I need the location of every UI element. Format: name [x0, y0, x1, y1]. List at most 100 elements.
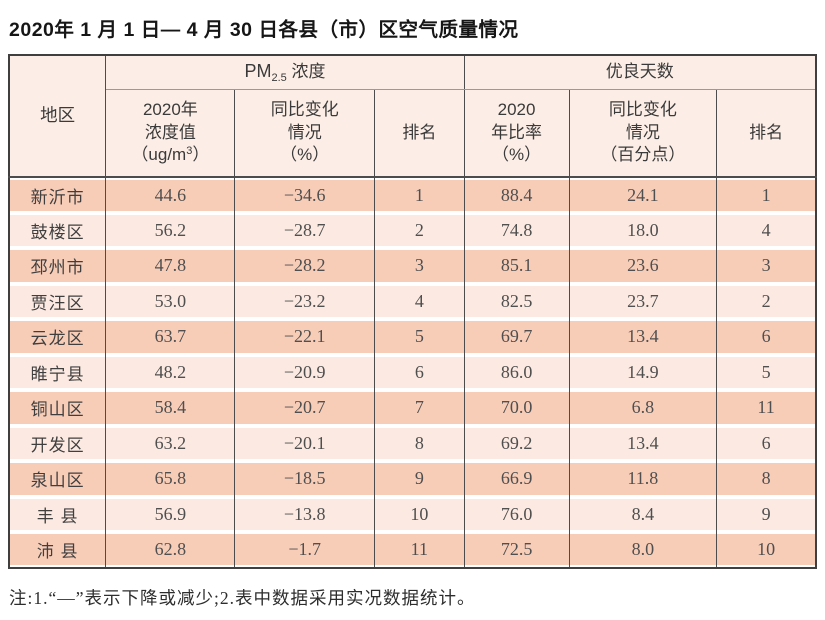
- value-cell: 9: [374, 461, 465, 497]
- table-row: 贾汪区 53.0 −23.2 4 82.5 23.7 2: [8, 283, 817, 319]
- region-cell: 新沂市: [8, 177, 107, 213]
- value-cell: 24.1: [568, 177, 718, 213]
- table-row: 云龙区 63.7 −22.1 5 69.7 13.4 6: [8, 319, 817, 355]
- value-cell: −20.9: [234, 354, 376, 390]
- value-cell: −22.1: [234, 319, 376, 355]
- region-cell: 邳州市: [8, 248, 107, 284]
- footnote: 注:1.“—”表示下降或减少;2.表中数据采用实况数据统计。: [9, 587, 476, 608]
- value-cell: −28.2: [234, 248, 376, 284]
- value-cell: 6: [374, 354, 465, 390]
- region-cell: 云龙区: [8, 319, 107, 355]
- value-cell: 6.8: [568, 390, 718, 426]
- value-cell: −13.8: [234, 496, 376, 532]
- table-row: 铜山区 58.4 −20.7 7 70.0 6.8 11: [8, 390, 817, 426]
- value-cell: 88.4: [463, 177, 570, 213]
- value-cell: 13.4: [568, 319, 718, 355]
- concentration-line3b: ）: [192, 145, 210, 165]
- change-pts-line3: （百分点）: [600, 145, 686, 165]
- value-cell: 6: [716, 425, 817, 461]
- table-row: 邳州市 47.8 −28.2 3 85.1 23.6 3: [8, 248, 817, 284]
- value-cell: 62.8: [105, 532, 236, 568]
- region-cell: 泉山区: [8, 461, 107, 497]
- value-cell: 7: [374, 390, 465, 426]
- value-cell: 5: [716, 354, 817, 390]
- table-body: 新沂市 44.6 −34.6 1 88.4 24.1 1 鼓楼区 56.2 −28.7 2 74.8 1…: [8, 177, 817, 568]
- value-cell: 13.4: [568, 425, 718, 461]
- column-header-rank-days: 排名: [716, 89, 817, 178]
- value-cell: 48.2: [105, 354, 236, 390]
- value-cell: −34.6: [234, 177, 376, 213]
- value-cell: 23.6: [568, 248, 718, 284]
- value-cell: 10: [374, 496, 465, 532]
- value-cell: 53.0: [105, 283, 236, 319]
- region-cell: 沛 县: [8, 532, 107, 568]
- concentration-line2: 浓度值: [144, 122, 196, 142]
- column-header-concentration: 2020年 浓度值 （ug/m3）: [105, 89, 236, 178]
- ratio-line2: 年比率: [491, 122, 543, 142]
- value-cell: 1: [374, 177, 465, 213]
- pm25-label-rest: 浓度: [286, 61, 326, 81]
- concentration-line3a: （ug/m: [131, 145, 187, 165]
- concentration-line1: 2020年: [142, 100, 198, 120]
- value-cell: 44.6: [105, 177, 236, 213]
- column-header-rank-pm: 排名: [374, 89, 465, 178]
- value-cell: 66.9: [463, 461, 570, 497]
- value-cell: 47.8: [105, 248, 236, 284]
- column-group-pm25: PM2.5 浓度: [105, 55, 465, 90]
- value-cell: 5: [374, 319, 465, 355]
- value-cell: 3: [716, 248, 817, 284]
- region-cell: 睢宁县: [8, 354, 107, 390]
- value-cell: 74.8: [463, 212, 570, 248]
- region-cell: 贾汪区: [8, 283, 107, 319]
- value-cell: 58.4: [105, 390, 236, 426]
- value-cell: 10: [716, 532, 817, 568]
- value-cell: 69.7: [463, 319, 570, 355]
- value-cell: 4: [374, 283, 465, 319]
- value-cell: 9: [716, 496, 817, 532]
- pm25-label-subscript: 2.5: [271, 71, 287, 84]
- table-row: 沛 县 62.8 −1.7 11 72.5 8.0 10: [8, 532, 817, 568]
- value-cell: 69.2: [463, 425, 570, 461]
- header-row-groups: 地区 PM2.5 浓度 优良天数: [8, 55, 817, 178]
- region-cell: 丰 县: [8, 496, 107, 532]
- ratio-line1: 2020: [497, 100, 536, 120]
- concentration-superscript: 3: [186, 145, 193, 158]
- table-row: 开发区 63.2 −20.1 8 69.2 13.4 6: [8, 425, 817, 461]
- value-cell: 76.0: [463, 496, 570, 532]
- value-cell: 8: [374, 425, 465, 461]
- change-pct-line3: （%）: [280, 145, 330, 165]
- column-group-good-days: 优良天数: [463, 55, 817, 90]
- value-cell: 14.9: [568, 354, 718, 390]
- value-cell: 11: [716, 390, 817, 426]
- pm25-label-main: PM: [244, 60, 272, 81]
- value-cell: 2: [716, 283, 817, 319]
- value-cell: 85.1: [463, 248, 570, 284]
- table-row: 睢宁县 48.2 −20.9 6 86.0 14.9 5: [8, 354, 817, 390]
- air-quality-table: 地区 PM2.5 浓度 优良天数 2020年 浓度值 （ug/m3） 同比变化 …: [8, 54, 817, 569]
- value-cell: −23.2: [234, 283, 376, 319]
- value-cell: 63.7: [105, 319, 236, 355]
- value-cell: 56.9: [105, 496, 236, 532]
- change-pct-line2: 情况: [287, 122, 322, 142]
- value-cell: 65.8: [105, 461, 236, 497]
- column-header-change-pts: 同比变化 情况 （百分点）: [568, 89, 718, 178]
- region-cell: 鼓楼区: [8, 212, 107, 248]
- change-pct-line1: 同比变化: [270, 100, 339, 120]
- column-header-change-pct: 同比变化 情况 （%）: [234, 89, 376, 178]
- page-title: 2020年 1 月 1 日— 4 月 30 日各县（市）区空气质量情况: [9, 19, 519, 41]
- value-cell: 1: [716, 177, 817, 213]
- column-header-ratio: 2020 年比率 （%）: [463, 89, 570, 178]
- value-cell: 2: [374, 212, 465, 248]
- region-cell: 开发区: [8, 425, 107, 461]
- region-cell: 铜山区: [8, 390, 107, 426]
- value-cell: 63.2: [105, 425, 236, 461]
- table-row: 丰 县 56.9 −13.8 10 76.0 8.4 9: [8, 496, 817, 532]
- value-cell: 3: [374, 248, 465, 284]
- value-cell: 70.0: [463, 390, 570, 426]
- table-row: 泉山区 65.8 −18.5 9 66.9 11.8 8: [8, 461, 817, 497]
- value-cell: 18.0: [568, 212, 718, 248]
- value-cell: −28.7: [234, 212, 376, 248]
- value-cell: 8: [716, 461, 817, 497]
- table-header: 地区 PM2.5 浓度 优良天数 2020年 浓度值 （ug/m3） 同比变化 …: [8, 55, 817, 178]
- value-cell: 82.5: [463, 283, 570, 319]
